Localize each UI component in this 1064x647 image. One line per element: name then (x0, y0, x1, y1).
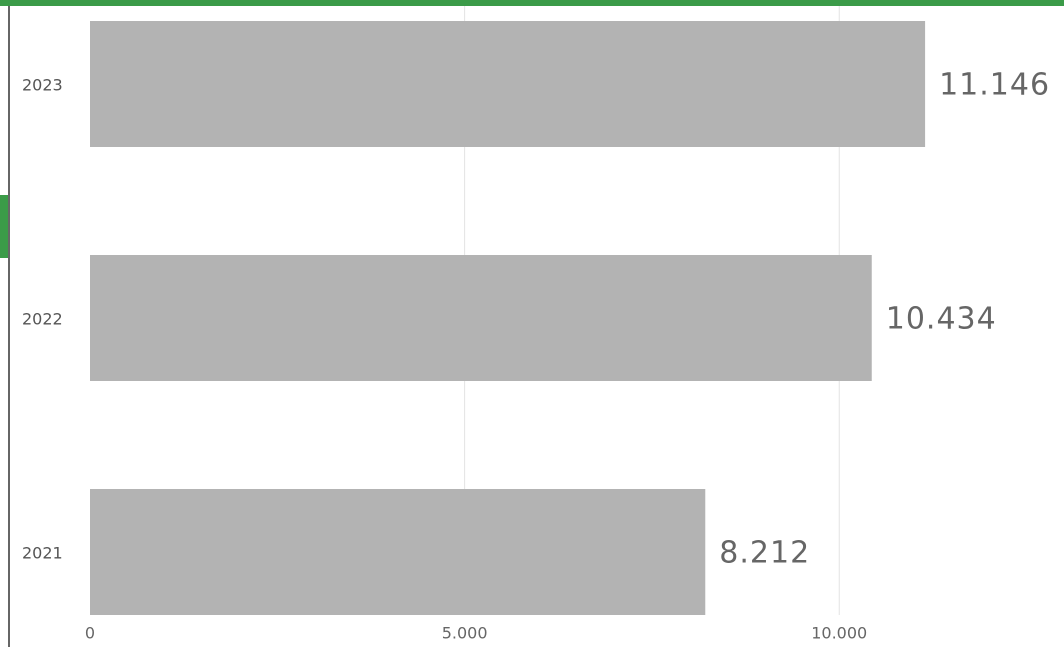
value-label: 11.146 (939, 68, 1050, 103)
y-tick-label: 2021 (22, 544, 63, 563)
bar (90, 255, 872, 381)
top-bar (0, 0, 1064, 6)
left-border (8, 6, 10, 647)
x-tick-label: 5.000 (442, 624, 488, 643)
value-label: 10.434 (886, 302, 997, 337)
y-tick-label: 2022 (22, 310, 63, 329)
value-label: 8.212 (719, 536, 810, 571)
marks: 2023 11.146 2022 10.434 2021 8.212 (22, 21, 1050, 615)
x-tick-label: 10.000 (811, 624, 867, 643)
y-tick-label: 2023 (22, 76, 63, 95)
side-tab (0, 195, 8, 258)
bar (90, 489, 706, 615)
bar (90, 21, 926, 147)
x-tick-label: 0 (85, 624, 95, 643)
